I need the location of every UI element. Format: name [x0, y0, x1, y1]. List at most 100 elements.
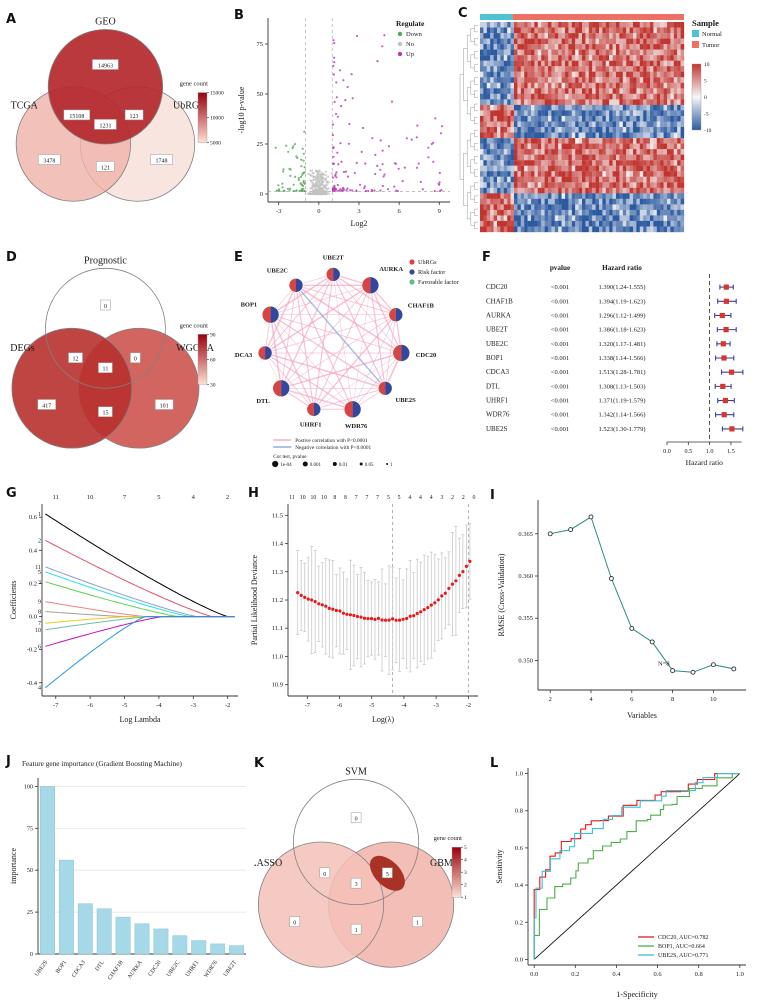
svg-text:8: 8 — [671, 696, 674, 703]
svg-text:2: 2 — [549, 696, 552, 703]
panel-H: H -7 -6 -5 -4 -3 -2 10.9 11.0 11.1 11.2 11.3 11.4 11… — [248, 486, 488, 728]
svg-text:N=8: N=8 — [658, 661, 670, 668]
svg-text:5: 5 — [704, 79, 707, 85]
svg-text:-5: -5 — [704, 112, 709, 118]
svg-text:50: 50 — [257, 91, 264, 98]
svg-text:DEGs: DEGs — [10, 343, 35, 354]
svg-text:<0.001: <0.001 — [551, 298, 569, 305]
svg-text:BOP1: BOP1 — [241, 302, 258, 309]
svg-text:0: 0 — [317, 208, 320, 215]
svg-text:1.386(1.18-1.623): 1.386(1.18-1.623) — [598, 327, 645, 334]
svg-text:7: 7 — [365, 495, 368, 501]
panel-F: F pvalue Hazard ratio CDC20 <0.001 1.390(1.2… — [482, 250, 758, 478]
panel-label-J: J — [6, 754, 11, 769]
svg-text:<0.001: <0.001 — [551, 312, 569, 319]
lasso-svg: -7 -6 -5 -4 -3 -2 -0.4 -0.2 0.0 0.2 0.4 0.6 Log Lamb… — [9, 494, 238, 724]
svg-text:4: 4 — [38, 686, 41, 692]
svg-text:Postive correlation with P<0.0: Postive correlation with P<0.0001 — [295, 438, 368, 444]
svg-text:Partial Likelihood Deviance: Partial Likelihood Deviance — [250, 554, 259, 645]
svg-text:11.0: 11.0 — [272, 653, 283, 660]
svg-text:7: 7 — [123, 494, 127, 501]
svg-text:5: 5 — [386, 872, 389, 878]
svg-text:0: 0 — [260, 191, 263, 198]
svg-text:2: 2 — [38, 538, 41, 544]
lasso-coefficient-paths: -7 -6 -5 -4 -3 -2 -0.4 -0.2 0.0 0.2 0.4 0.6 Log Lamb… — [6, 486, 246, 728]
svg-text:Up: Up — [406, 51, 414, 58]
svg-text:DTL: DTL — [486, 382, 500, 390]
svg-text:Cor test, pvalue: Cor test, pvalue — [273, 454, 307, 460]
svg-text:-3: -3 — [276, 208, 281, 215]
svg-text:UBE2S: UBE2S — [486, 425, 508, 433]
svg-text:10.9: 10.9 — [272, 682, 283, 689]
svg-text:<0.001: <0.001 — [551, 412, 569, 419]
svg-text:0.0: 0.0 — [515, 956, 523, 963]
venn-geo-tcga-ubrgs: 14963 3478 1748 15108 123 121 1231 GEO TCGA UbRGs… — [6, 12, 232, 224]
svg-text:1.296(1.12-1.499): 1.296(1.12-1.499) — [598, 312, 645, 319]
svg-text:GEO: GEO — [95, 17, 116, 28]
svg-text:1.394(1.19-1.623): 1.394(1.19-1.623) — [598, 298, 645, 305]
panel-C: C Sample Normal Tumor 10 5 0 -5 -10 — [458, 6, 756, 238]
svg-text:7: 7 — [355, 495, 358, 501]
svg-text:LASSO: LASSO — [254, 858, 282, 869]
svg-text:8: 8 — [38, 610, 41, 616]
svg-text:pvalue: pvalue — [550, 264, 570, 272]
svg-text:0.0: 0.0 — [29, 614, 37, 621]
svg-text:123: 123 — [130, 114, 139, 120]
svg-text:1.513(1.28-1.781): 1.513(1.28-1.781) — [598, 369, 645, 376]
svg-text:Log(λ): Log(λ) — [372, 715, 394, 724]
svg-text:-5: -5 — [122, 702, 127, 709]
svg-text:CHAF1B: CHAF1B — [408, 302, 435, 309]
rmse-cross-validation-plot: 2 4 6 8 10 0.350 0.355 0.360 0.365 Variables RMSE … — [490, 488, 756, 724]
svg-text:6: 6 — [38, 644, 41, 650]
svg-text:15000: 15000 — [210, 91, 224, 97]
svg-text:UbRGs: UbRGs — [173, 101, 203, 112]
svg-text:UBE2C: UBE2C — [166, 960, 182, 979]
svg-text:1.320(1.17-1.481): 1.320(1.17-1.481) — [598, 341, 645, 348]
gene-correlation-network: UBE2T AURKA CHAF1B CDC20 UBE2S WDR76 UHRF1 DTL C… — [230, 250, 482, 472]
svg-text:CDCA3: CDCA3 — [486, 368, 509, 376]
svg-text:4: 4 — [192, 494, 196, 501]
svg-text:0.355: 0.355 — [518, 615, 533, 622]
svg-text:WGCNA: WGCNA — [176, 343, 215, 354]
deviance-svg: -7 -6 -5 -4 -3 -2 10.9 11.0 11.1 11.2 11.3 11.4 11.5… — [250, 495, 478, 724]
svg-text:5000: 5000 — [210, 141, 221, 147]
svg-text:CHAF1B: CHAF1B — [486, 297, 513, 305]
svg-text:10: 10 — [311, 495, 317, 501]
svg-text:UBE2T: UBE2T — [486, 326, 509, 334]
svg-text:<0.001: <0.001 — [551, 398, 569, 405]
svg-text:1.371(1.19-1.579): 1.371(1.19-1.579) — [598, 398, 645, 405]
svg-text:14963: 14963 — [98, 64, 113, 70]
panel-label-D: D — [6, 250, 17, 265]
network-svg: UBE2T AURKA CHAF1B CDC20 UBE2S WDR76 UHRF1 DTL C… — [230, 254, 459, 468]
svg-text:5: 5 — [38, 570, 41, 576]
svg-text:UHRF1: UHRF1 — [300, 422, 322, 429]
svg-text:30: 30 — [210, 382, 216, 388]
svg-text:3: 3 — [355, 882, 358, 888]
svg-text:5: 5 — [157, 494, 160, 501]
svg-text:-7: -7 — [53, 702, 59, 709]
panel-label-C: C — [458, 6, 468, 21]
svg-text:10: 10 — [704, 62, 710, 68]
panel-D: D 0 417 101 12 0 15 11 Prognostic DEGs WGCNA gene … — [6, 250, 232, 472]
svg-text:6: 6 — [630, 696, 634, 703]
svg-text:0: 0 — [30, 951, 33, 958]
svg-text:-5: -5 — [369, 702, 374, 709]
roc-curves: 0.0 0.2 0.4 0.6 0.8 1.0 0.0 0.2 0.4 0.6 0.8 1.0 1-Sp… — [490, 756, 756, 1003]
svg-text:Feature gene importance (Gradi: Feature gene importance (Gradient Boosti… — [22, 759, 182, 768]
svg-text:1: 1 — [355, 928, 358, 934]
svg-text:Down: Down — [406, 31, 423, 38]
svg-text:-2: -2 — [225, 702, 230, 709]
svg-text:1.342(1.14-1.566): 1.342(1.14-1.566) — [598, 412, 645, 419]
panel-J: J Feature gene importance (Gradient Boos… — [6, 754, 252, 1004]
svg-text:11.1: 11.1 — [272, 625, 283, 632]
partial-likelihood-deviance-plot: -7 -6 -5 -4 -3 -2 10.9 11.0 11.1 11.2 11.3 11.4 11.5… — [248, 486, 488, 728]
svg-text:GBM: GBM — [430, 858, 453, 869]
svg-text:5: 5 — [387, 495, 390, 501]
svg-text:3: 3 — [440, 495, 443, 501]
svg-text:417: 417 — [42, 404, 51, 410]
svg-text:0: 0 — [704, 95, 707, 101]
svg-text:Hazard ratio: Hazard ratio — [686, 458, 724, 467]
